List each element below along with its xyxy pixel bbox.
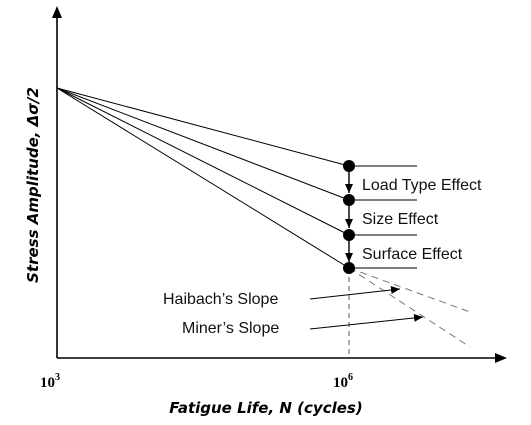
surface-effect-label: Surface Effect: [362, 246, 463, 263]
sn-line-load-type: [56, 87, 350, 201]
y-axis-title: Stress Amplitude, Δσ/2: [24, 87, 42, 283]
x-tick-start-label: 103: [40, 372, 60, 391]
x-axis-title: Fatigue Life, N (cycles): [169, 399, 362, 417]
point-base: [343, 160, 355, 172]
haibach-slope-label: Haibach’s Slope: [163, 291, 278, 308]
miner-slope-line: [348, 267, 471, 348]
x-axis-arrowhead: [495, 353, 507, 363]
point-size: [343, 229, 355, 241]
sn-line-base: [56, 87, 350, 167]
haibach-pointer-arrow: [309, 286, 401, 300]
sn-line-size: [56, 87, 350, 236]
point-surface: [343, 262, 355, 274]
size-effect-label: Size Effect: [362, 211, 439, 228]
point-load-type: [343, 194, 355, 206]
y-axis-arrowhead: [52, 6, 62, 18]
sn-line-surface: [56, 87, 350, 269]
miner-slope-label: Miner’s Slope: [182, 320, 279, 337]
miner-pointer-arrow: [309, 313, 424, 330]
load-type-effect-label: Load Type Effect: [362, 177, 482, 194]
x-tick-end-label: 106: [333, 372, 353, 391]
haibach-slope-line: [348, 267, 471, 313]
